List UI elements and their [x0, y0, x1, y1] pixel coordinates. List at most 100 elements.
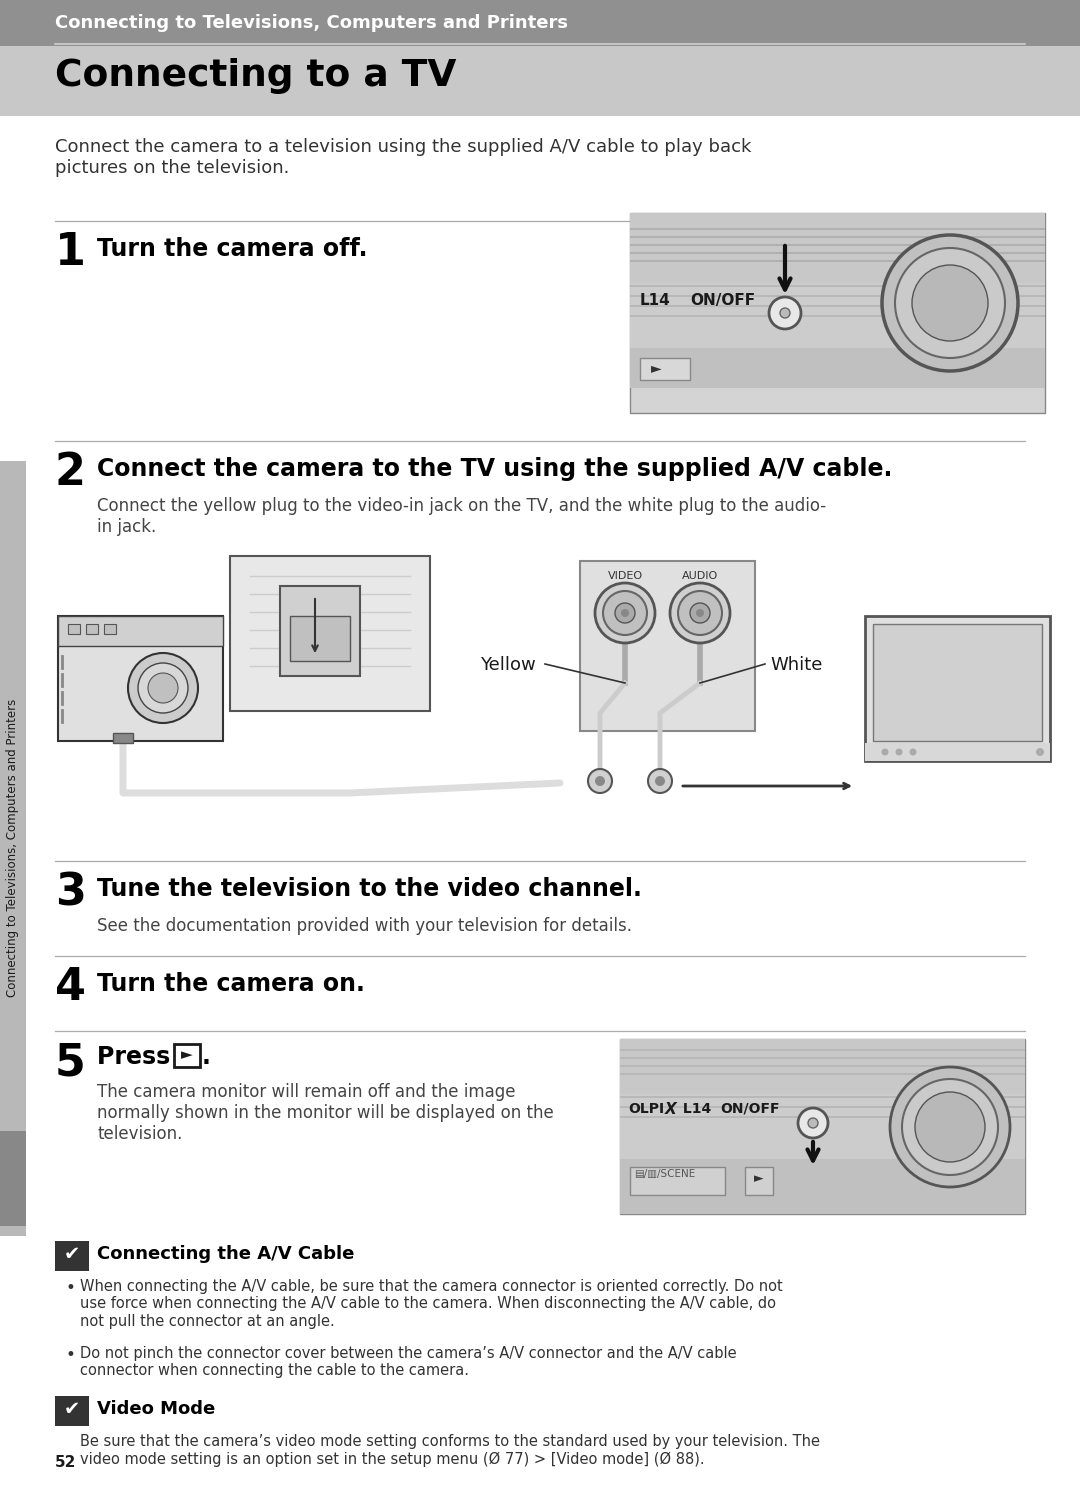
Circle shape [129, 652, 198, 724]
Bar [630, 260, 1045, 262]
Bar [630, 282, 1045, 348]
Bar [865, 743, 1050, 761]
Text: Connecting to Televisions, Computers and Printers: Connecting to Televisions, Computers and… [55, 13, 568, 33]
Circle shape [138, 663, 188, 713]
Text: X: X [665, 1103, 677, 1117]
Circle shape [798, 1109, 828, 1138]
Bar [0, 1131, 26, 1226]
Text: L14: L14 [678, 1103, 712, 1116]
Text: ►: ► [754, 1172, 764, 1184]
Circle shape [588, 768, 612, 794]
Text: 52: 52 [55, 1455, 77, 1470]
Bar [630, 236, 1045, 238]
Circle shape [895, 248, 1005, 358]
Text: Video Mode: Video Mode [97, 1400, 215, 1418]
Circle shape [148, 673, 178, 703]
Circle shape [678, 591, 723, 635]
Text: Connect the camera to a television using the supplied A/V cable to play back
pic: Connect the camera to a television using… [55, 138, 752, 177]
Text: 1: 1 [55, 230, 86, 273]
Bar [630, 1167, 725, 1195]
Text: 2: 2 [55, 450, 86, 493]
Bar [580, 562, 755, 731]
Bar [620, 1073, 1025, 1074]
Bar [630, 253, 1045, 254]
Circle shape [915, 1092, 985, 1162]
Bar [291, 617, 350, 661]
Bar [640, 358, 690, 380]
Bar [620, 1097, 1025, 1098]
Bar [620, 1106, 1025, 1109]
Bar [280, 585, 360, 676]
Bar [58, 617, 222, 646]
Bar [620, 1057, 1025, 1060]
Circle shape [690, 603, 710, 623]
Bar [620, 1065, 1025, 1067]
Bar [0, 0, 1080, 46]
Text: ►: ► [181, 1048, 193, 1062]
Circle shape [881, 749, 889, 755]
Bar [68, 624, 80, 635]
Text: Connect the yellow plug to the video-in jack on the TV, and the white plug to th: Connect the yellow plug to the video-in … [97, 496, 826, 536]
Circle shape [909, 749, 917, 755]
Circle shape [621, 609, 629, 617]
Bar [86, 624, 98, 635]
Text: White: White [770, 655, 822, 675]
Text: 5: 5 [55, 1042, 86, 1083]
Bar [104, 624, 116, 635]
Bar [55, 1395, 89, 1427]
Bar [58, 617, 222, 742]
Text: Connecting the A/V Cable: Connecting the A/V Cable [97, 1245, 354, 1263]
Text: L14: L14 [640, 293, 671, 308]
Text: .: . [202, 1045, 211, 1068]
Bar [620, 1159, 1025, 1214]
Bar [230, 556, 430, 710]
Circle shape [808, 1117, 818, 1128]
Bar [630, 244, 1045, 247]
Bar [865, 617, 1050, 761]
Circle shape [603, 591, 647, 635]
Text: Tune the television to the video channel.: Tune the television to the video channel… [97, 877, 642, 901]
Circle shape [595, 583, 654, 643]
Circle shape [648, 768, 672, 794]
Text: ▤/▥/SCENE: ▤/▥/SCENE [634, 1169, 696, 1178]
Circle shape [882, 235, 1018, 372]
Bar [630, 305, 1045, 308]
Circle shape [780, 308, 789, 318]
Bar [630, 212, 1045, 282]
Circle shape [1036, 747, 1044, 756]
Bar [620, 1049, 1025, 1051]
Circle shape [595, 776, 605, 786]
Circle shape [902, 1079, 998, 1175]
Text: Do not pinch the connector cover between the camera’s A/V connector and the A/V : Do not pinch the connector cover between… [80, 1346, 737, 1379]
Text: Turn the camera off.: Turn the camera off. [97, 236, 367, 262]
Circle shape [890, 1067, 1010, 1187]
Text: 3: 3 [55, 871, 86, 914]
Text: Connecting to Televisions, Computers and Printers: Connecting to Televisions, Computers and… [6, 698, 19, 997]
Bar [630, 227, 1045, 230]
Bar [0, 461, 26, 1236]
Text: Connect the camera to the TV using the supplied A/V cable.: Connect the camera to the TV using the s… [97, 458, 892, 481]
Bar [113, 733, 133, 743]
Circle shape [895, 749, 903, 755]
Text: ►: ► [650, 361, 661, 374]
Bar [620, 1094, 1025, 1159]
Bar [0, 46, 1080, 116]
Text: OLPI: OLPI [627, 1103, 664, 1116]
Bar [745, 1167, 773, 1195]
Circle shape [615, 603, 635, 623]
Bar [873, 624, 1042, 742]
Text: Yellow: Yellow [480, 655, 536, 675]
Text: ON/OFF: ON/OFF [690, 293, 755, 308]
Circle shape [696, 609, 704, 617]
Bar [630, 296, 1045, 297]
Circle shape [654, 776, 665, 786]
Text: 4: 4 [55, 966, 86, 1009]
Circle shape [670, 583, 730, 643]
Bar [55, 1241, 89, 1271]
Circle shape [769, 297, 801, 328]
Bar [630, 285, 1045, 287]
Bar [630, 212, 1045, 413]
Text: •: • [65, 1346, 75, 1364]
Text: ✔: ✔ [64, 1400, 80, 1419]
Bar [620, 1116, 1025, 1117]
